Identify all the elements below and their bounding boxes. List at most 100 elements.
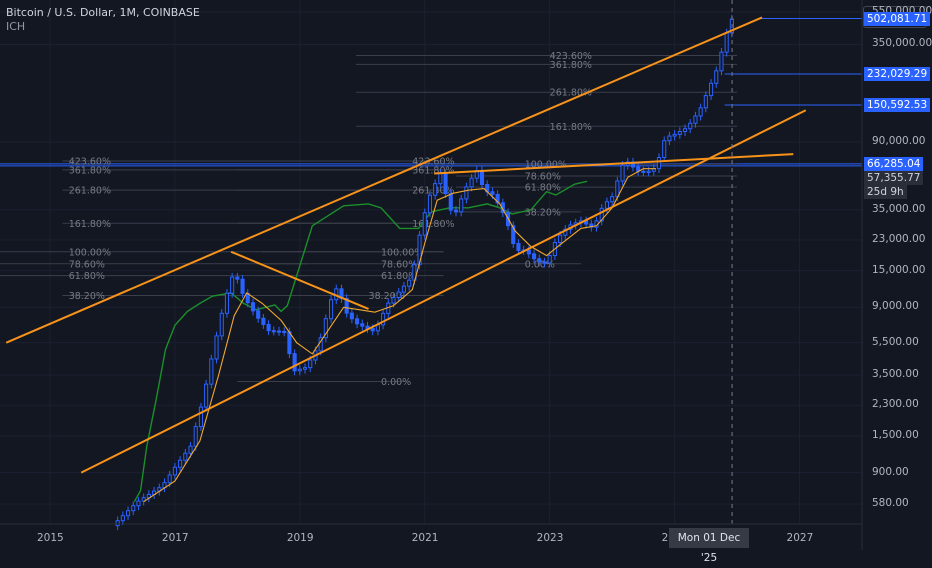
candle-body <box>302 367 308 370</box>
candle-body <box>261 317 266 325</box>
candle-body <box>443 173 448 195</box>
candle-body <box>662 140 667 158</box>
candle-body <box>323 318 328 339</box>
candle-body <box>198 406 203 428</box>
candle-body <box>167 474 172 484</box>
candle-body <box>667 135 672 142</box>
candle-body <box>193 426 198 447</box>
price-tick-label: 90,000.00 <box>872 134 926 147</box>
fib-level-label: 78.60% <box>69 259 105 270</box>
candle-body <box>459 198 464 213</box>
candle-body <box>479 169 485 186</box>
candle-body <box>610 196 615 203</box>
price-tag: 66,285.04 <box>864 156 924 171</box>
chart-canvas[interactable]: 423.60%361.80%261.80%161.80%100.00%78.60… <box>0 0 932 550</box>
candle-body <box>256 310 261 319</box>
indicator-label[interactable]: ICH <box>6 20 26 33</box>
price-tick-label: 35,000.00 <box>872 202 926 215</box>
inner-top-line <box>434 153 794 175</box>
candle-body <box>688 122 693 130</box>
candle-body <box>719 51 724 72</box>
candle-body <box>136 500 141 507</box>
candle-body <box>703 95 708 109</box>
price-tick-label: 3,500.00 <box>872 368 919 381</box>
price-tag: 25d 9h <box>864 184 907 199</box>
price-tag: 232,029.29 <box>864 66 931 81</box>
candle-body <box>328 299 334 320</box>
candle-body <box>266 323 271 332</box>
candle-body <box>464 186 469 200</box>
chart-background <box>0 0 932 550</box>
candle-body <box>276 330 282 333</box>
candle-body <box>495 193 500 204</box>
candle-body <box>297 368 302 372</box>
candle-body <box>292 353 297 372</box>
trend-channels <box>5 16 807 474</box>
candle-body <box>620 164 625 182</box>
candle-body <box>427 194 433 214</box>
candle-body <box>370 327 375 332</box>
candle-body <box>724 32 729 53</box>
fib-level-label: 100.00% <box>525 160 567 171</box>
candle-body <box>537 258 542 263</box>
fib-level-label: 61.80% <box>69 271 105 282</box>
fib-level-label: 261.80% <box>550 88 592 99</box>
candle-body <box>396 291 401 299</box>
fib-level-label: 423.60% <box>69 157 111 168</box>
candle-body <box>381 312 386 326</box>
fib-level-label: 61.80% <box>525 183 561 194</box>
candle-body <box>677 131 682 135</box>
candle-body <box>125 510 131 517</box>
candle-body <box>708 82 714 97</box>
candle-body <box>224 292 230 314</box>
time-tick-label: 2015 <box>36 532 64 544</box>
candle-body <box>209 358 214 385</box>
candle-body <box>172 466 177 476</box>
fib-level-label: 38.20% <box>369 291 405 302</box>
candle-body <box>532 253 537 260</box>
time-tick-label: 2021 <box>411 532 439 544</box>
upper-channel <box>5 16 763 344</box>
candle-body <box>558 234 563 244</box>
candle-body <box>641 170 646 173</box>
candle-body <box>115 520 120 527</box>
candle-body <box>287 331 292 355</box>
fib-level-label: 361.80% <box>69 165 111 176</box>
fib-level-label: 38.20% <box>69 291 105 302</box>
fib-level-label: 0.00% <box>525 259 555 270</box>
candle-body <box>698 107 703 117</box>
fib-level-label: 78.60% <box>525 172 561 183</box>
candle-body <box>448 193 453 211</box>
candle-body <box>599 207 604 222</box>
candle-body <box>490 191 495 195</box>
candle-body <box>604 201 610 209</box>
candle-body <box>511 225 516 245</box>
fib-level-label: 38.20% <box>525 207 561 218</box>
time-tick-label: 2017 <box>161 532 189 544</box>
price-tag: 502,081.71 <box>864 11 931 26</box>
candle-body <box>349 312 354 320</box>
price-tick-label: 5,500.00 <box>872 335 919 348</box>
candle-body <box>250 302 256 312</box>
price-tag: 57,355.77 <box>864 170 924 185</box>
candle-body <box>693 115 698 124</box>
candle-body <box>672 133 677 137</box>
time-tick-label: 2023 <box>536 532 564 544</box>
candle-body <box>230 276 235 294</box>
candle-body <box>453 209 459 213</box>
symbol-title[interactable]: Bitcoin / U.S. Dollar, 1M, COINBASE <box>6 6 200 19</box>
candle-body <box>646 170 651 173</box>
candle-body <box>407 279 412 287</box>
candle-body <box>282 330 287 334</box>
fib-level-label: 161.80% <box>412 219 454 230</box>
fib-level-label: 423.60% <box>550 51 592 62</box>
fib-level-label: 0.00% <box>381 377 411 388</box>
chart-header: Bitcoin / U.S. Dollar, 1M, COINBASE ICH <box>6 6 200 34</box>
candle-body <box>422 212 427 236</box>
candle-body <box>178 459 183 468</box>
fib-level-label: 161.80% <box>550 122 592 133</box>
candle-body <box>547 255 552 264</box>
price-tick-label: 9,000.00 <box>872 300 919 313</box>
fib-level-label: 78.60% <box>381 259 417 270</box>
candle-body <box>235 276 240 280</box>
